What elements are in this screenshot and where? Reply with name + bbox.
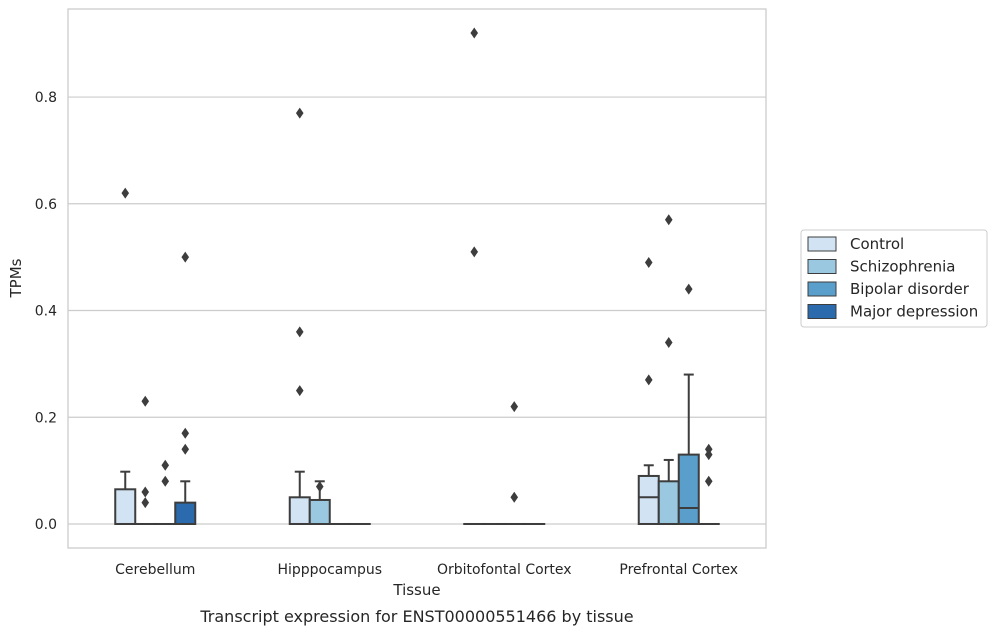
box [115,489,135,524]
box [290,497,310,524]
y-tick-label: 0.6 [35,197,57,213]
legend-label: Bipolar disorder [850,280,970,298]
x-axis-title: Tissue [392,581,440,599]
legend-label: Major depression [850,303,978,321]
legend-label: Schizophrenia [850,258,955,276]
y-tick-label: 0.2 [35,410,57,426]
legend-label: Control [850,235,904,253]
box [679,455,699,524]
legend-swatch [808,305,836,319]
box [659,481,679,524]
y-tick-label: 0.4 [35,304,57,320]
box [310,500,330,524]
legend-swatch [808,260,836,274]
box [639,476,659,524]
x-tick-label: Prefrontal Cortex [619,562,738,578]
legend-swatch [808,237,836,251]
y-axis-title: TPMs [7,258,25,298]
x-tick-label: Orbitofontal Cortex [437,562,572,578]
x-tick-label: Cerebellum [115,562,195,578]
box [175,503,195,524]
y-tick-label: 0.0 [35,517,57,533]
chart-caption: Transcript expression for ENST0000055146… [199,607,633,626]
y-tick-label: 0.8 [35,90,57,106]
legend: Control Schizophrenia Bipolar disorder Majo… [801,230,987,327]
legend-swatch [808,282,836,296]
x-tick-label: Hipppocampus [277,562,382,578]
